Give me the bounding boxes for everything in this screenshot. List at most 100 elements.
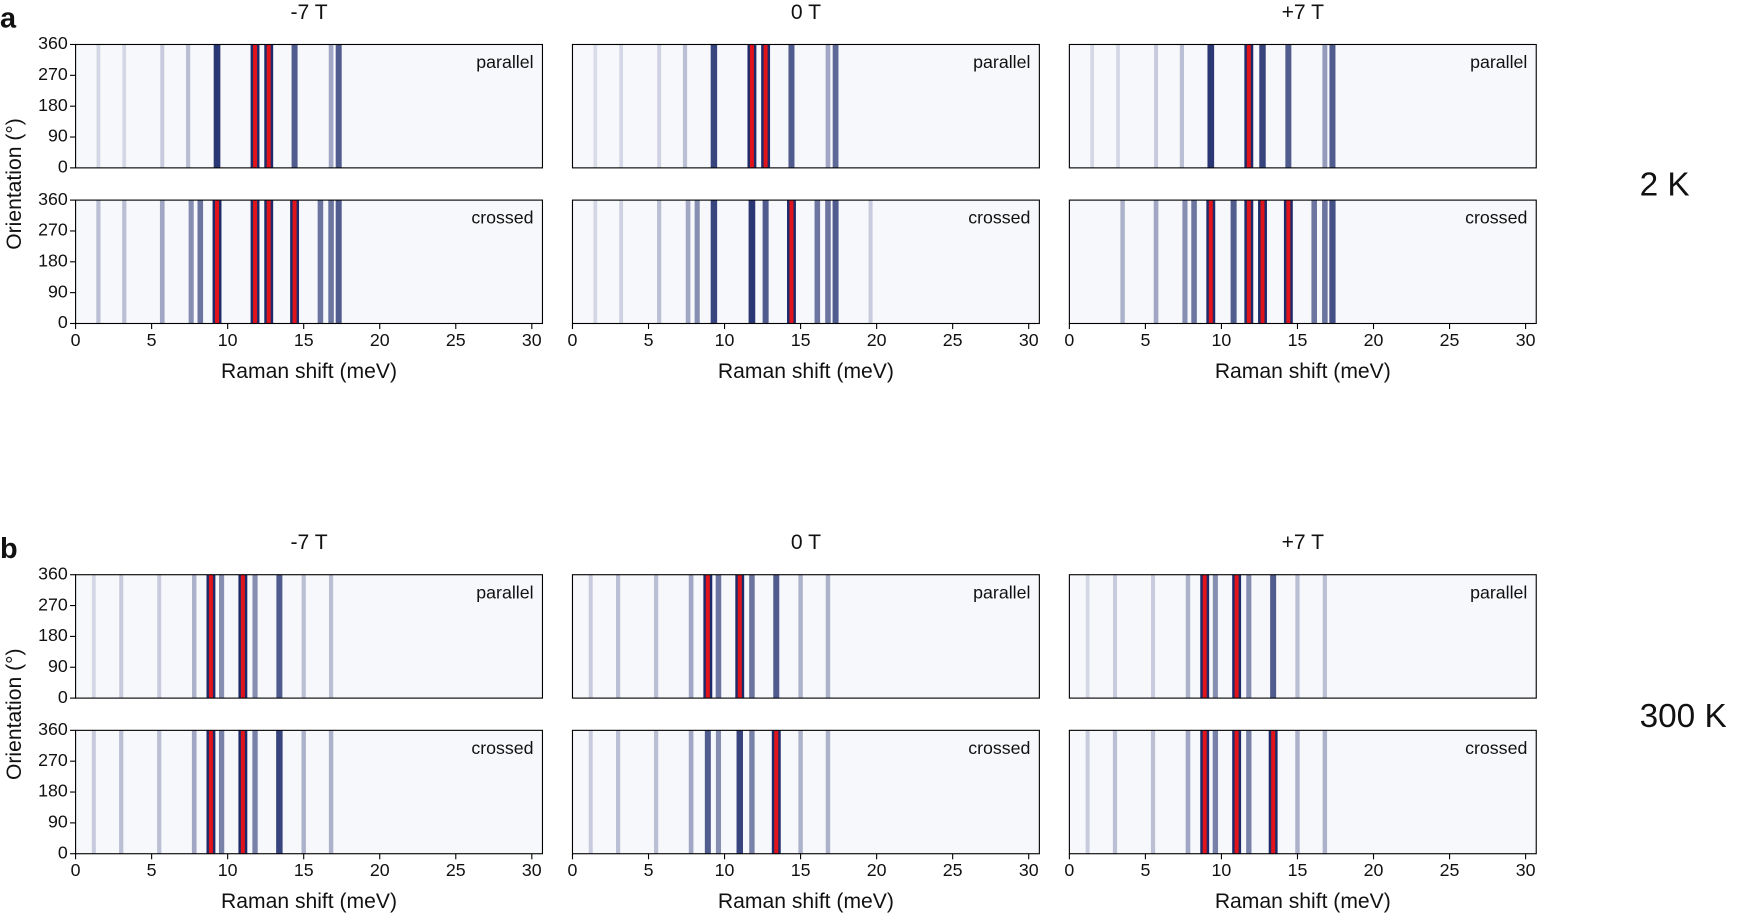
plot-background <box>572 730 1040 854</box>
peak-stripe <box>1182 200 1188 324</box>
x-tick-label: 5 <box>644 860 654 880</box>
x-axis-label: Raman shift (meV) <box>221 890 397 913</box>
x-tick-label: 0 <box>568 860 578 880</box>
x-tick-label: 30 <box>522 330 542 350</box>
peak-stripe <box>317 200 324 324</box>
peak-stripe <box>1246 574 1252 699</box>
y-tick-label: 180 <box>38 95 68 115</box>
polarization-label: parallel <box>476 52 533 72</box>
peak-stripe <box>191 730 197 854</box>
peak-stripe <box>788 44 795 168</box>
peak-stripe <box>1191 200 1197 324</box>
peak-stripe <box>654 574 659 699</box>
peak-stripe <box>1212 730 1219 854</box>
peak-stripe <box>1329 200 1336 324</box>
plot-background <box>1069 44 1537 168</box>
plot-frame <box>1068 574 1537 699</box>
plot-frame <box>1068 43 1537 169</box>
plot-frame <box>571 574 1040 699</box>
peak-stripe <box>276 730 283 854</box>
plot-background <box>75 200 543 324</box>
peak-stripe <box>119 574 124 699</box>
peak-stripe <box>1154 44 1159 168</box>
peak-stripe <box>688 574 694 699</box>
peak-stripe <box>832 200 839 324</box>
y-tick-label: 90 <box>48 656 68 676</box>
peak-stripe <box>253 200 258 324</box>
y-tick-label: 360 <box>38 719 68 739</box>
peak-stripe <box>1116 44 1120 168</box>
y-tick-label: 180 <box>38 625 68 645</box>
y-tick-label: 180 <box>38 251 68 271</box>
polarization-label: crossed <box>471 738 533 758</box>
peak-stripe <box>1151 574 1156 699</box>
peak-stripe <box>593 44 598 168</box>
peak-stripe <box>1085 730 1090 854</box>
peak-stripe <box>122 200 127 324</box>
peak-stripe <box>1246 200 1251 324</box>
x-tick-label: 0 <box>1064 860 1074 880</box>
field-title: +7 T <box>1282 531 1325 554</box>
peak-stripe <box>1202 730 1207 854</box>
x-tick-label: 5 <box>147 860 157 880</box>
x-tick-label: 25 <box>943 860 963 880</box>
peak-stripe <box>749 730 755 854</box>
peak-stripe <box>654 730 659 854</box>
panel-label: a <box>0 3 17 35</box>
peak-stripe <box>1286 200 1291 324</box>
x-tick-label: 25 <box>446 860 466 880</box>
peak-stripe <box>292 200 297 324</box>
x-tick-label: 10 <box>1212 860 1232 880</box>
y-tick-label: 90 <box>48 281 68 301</box>
peak-stripe <box>1246 730 1252 854</box>
peak-stripe <box>188 200 194 324</box>
x-tick-label: 20 <box>1364 860 1384 880</box>
y-tick-label: 0 <box>58 157 68 177</box>
field-title: +7 T <box>1282 1 1325 24</box>
x-tick-label: 0 <box>71 330 81 350</box>
peak-stripe <box>119 730 124 854</box>
polarization-label: crossed <box>1465 738 1527 758</box>
plot-frame <box>1068 729 1537 855</box>
plot-background <box>572 574 1040 699</box>
peak-stripe <box>705 574 710 699</box>
peak-stripe <box>160 44 165 168</box>
peak-stripe <box>157 574 162 699</box>
y-tick-label: 270 <box>38 750 68 770</box>
x-axis-label: Raman shift (meV) <box>718 360 894 383</box>
peak-stripe <box>825 730 831 854</box>
peak-stripe <box>593 200 598 324</box>
peak-stripe <box>748 200 756 324</box>
plot-background <box>572 44 1040 168</box>
peak-stripe <box>191 574 197 699</box>
y-axis-label: Orientation (°) <box>3 648 26 780</box>
x-tick-label: 5 <box>1140 330 1150 350</box>
peak-stripe <box>704 730 711 854</box>
peak-stripe <box>798 574 803 699</box>
peak-stripe <box>1322 200 1328 324</box>
peak-stripe <box>588 574 593 699</box>
peak-stripe <box>328 574 334 699</box>
x-tick-label: 10 <box>1212 330 1232 350</box>
polarization-label: parallel <box>973 52 1030 72</box>
x-tick-label: 20 <box>370 330 390 350</box>
x-tick-label: 30 <box>522 860 542 880</box>
peak-stripe <box>1085 574 1090 699</box>
peak-stripe <box>122 44 127 168</box>
peak-stripe <box>588 730 593 854</box>
peak-stripe <box>825 574 831 699</box>
polarization-label: crossed <box>471 208 533 228</box>
plot-frame <box>571 43 1040 169</box>
peak-stripe <box>798 730 803 854</box>
plot-background <box>1069 200 1537 324</box>
peak-stripe <box>715 730 722 854</box>
peak-stripe <box>1329 44 1336 168</box>
peak-stripe <box>774 730 779 854</box>
plot-background <box>1069 730 1537 854</box>
y-tick-label: 0 <box>58 312 68 332</box>
polarization-label: crossed <box>1465 208 1527 228</box>
x-axis-label: Raman shift (meV) <box>718 890 894 913</box>
plot-background <box>75 44 543 168</box>
peak-stripe <box>1120 200 1125 324</box>
peak-stripe <box>1185 574 1191 699</box>
